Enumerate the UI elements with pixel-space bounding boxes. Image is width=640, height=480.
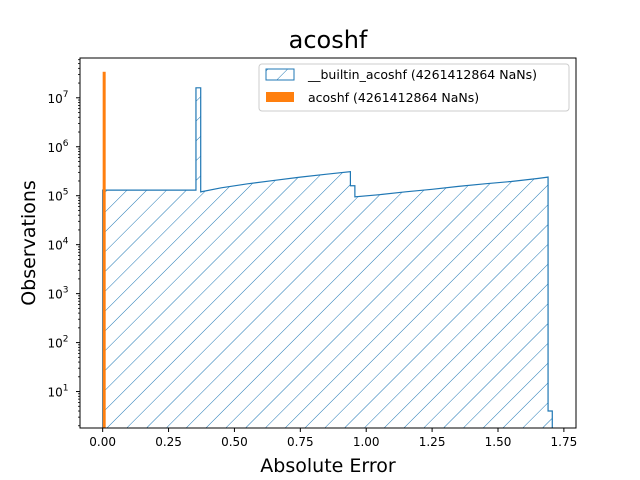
legend-swatch-acoshf xyxy=(266,92,294,102)
x-tick-label: 0.50 xyxy=(221,435,248,449)
y-tick-label: 104 xyxy=(47,237,68,253)
y-tick-label: 105 xyxy=(47,188,68,204)
legend-label-acoshf: acoshf (4261412864 NaNs) xyxy=(308,90,479,105)
y-tick-label: 107 xyxy=(47,90,68,106)
y-tick-label: 102 xyxy=(47,335,68,351)
y-tick-label: 106 xyxy=(47,139,68,155)
builtin-series-outline xyxy=(102,87,553,428)
builtin-series-hatch xyxy=(102,87,553,428)
x-tick-label: 0.75 xyxy=(287,435,314,449)
acoshf-bar-0 xyxy=(102,71,106,428)
chart-title: acoshf xyxy=(289,26,368,54)
legend-box xyxy=(258,63,570,112)
y-axis-label: Observations xyxy=(18,180,40,306)
y-tick-label: 101 xyxy=(47,384,68,400)
x-tick-label: 1.00 xyxy=(353,435,380,449)
plot-frame xyxy=(79,57,577,429)
plot-area xyxy=(102,71,553,428)
x-axis-label: Absolute Error xyxy=(260,455,396,477)
x-tick-label: 1.75 xyxy=(551,435,578,449)
acoshf-series xyxy=(102,71,106,428)
x-tick-label: 1.50 xyxy=(485,435,512,449)
x-tick-label: 0.25 xyxy=(155,435,182,449)
legend: __builtin_acoshf (4261412864 NaNs) acosh… xyxy=(258,63,570,112)
legend-label-builtin: __builtin_acoshf (4261412864 NaNs) xyxy=(307,67,537,82)
y-tick-label: 103 xyxy=(47,286,68,302)
legend-swatch-builtin xyxy=(265,68,295,81)
x-tick-label: 1.25 xyxy=(419,435,446,449)
x-axis: 0.00 0.25 0.50 0.75 1.00 1.25 1.50 1.75 xyxy=(89,428,577,449)
y-axis: 101 102 103 104 105 106 107 xyxy=(47,59,80,427)
x-tick-label: 0.00 xyxy=(89,435,116,449)
